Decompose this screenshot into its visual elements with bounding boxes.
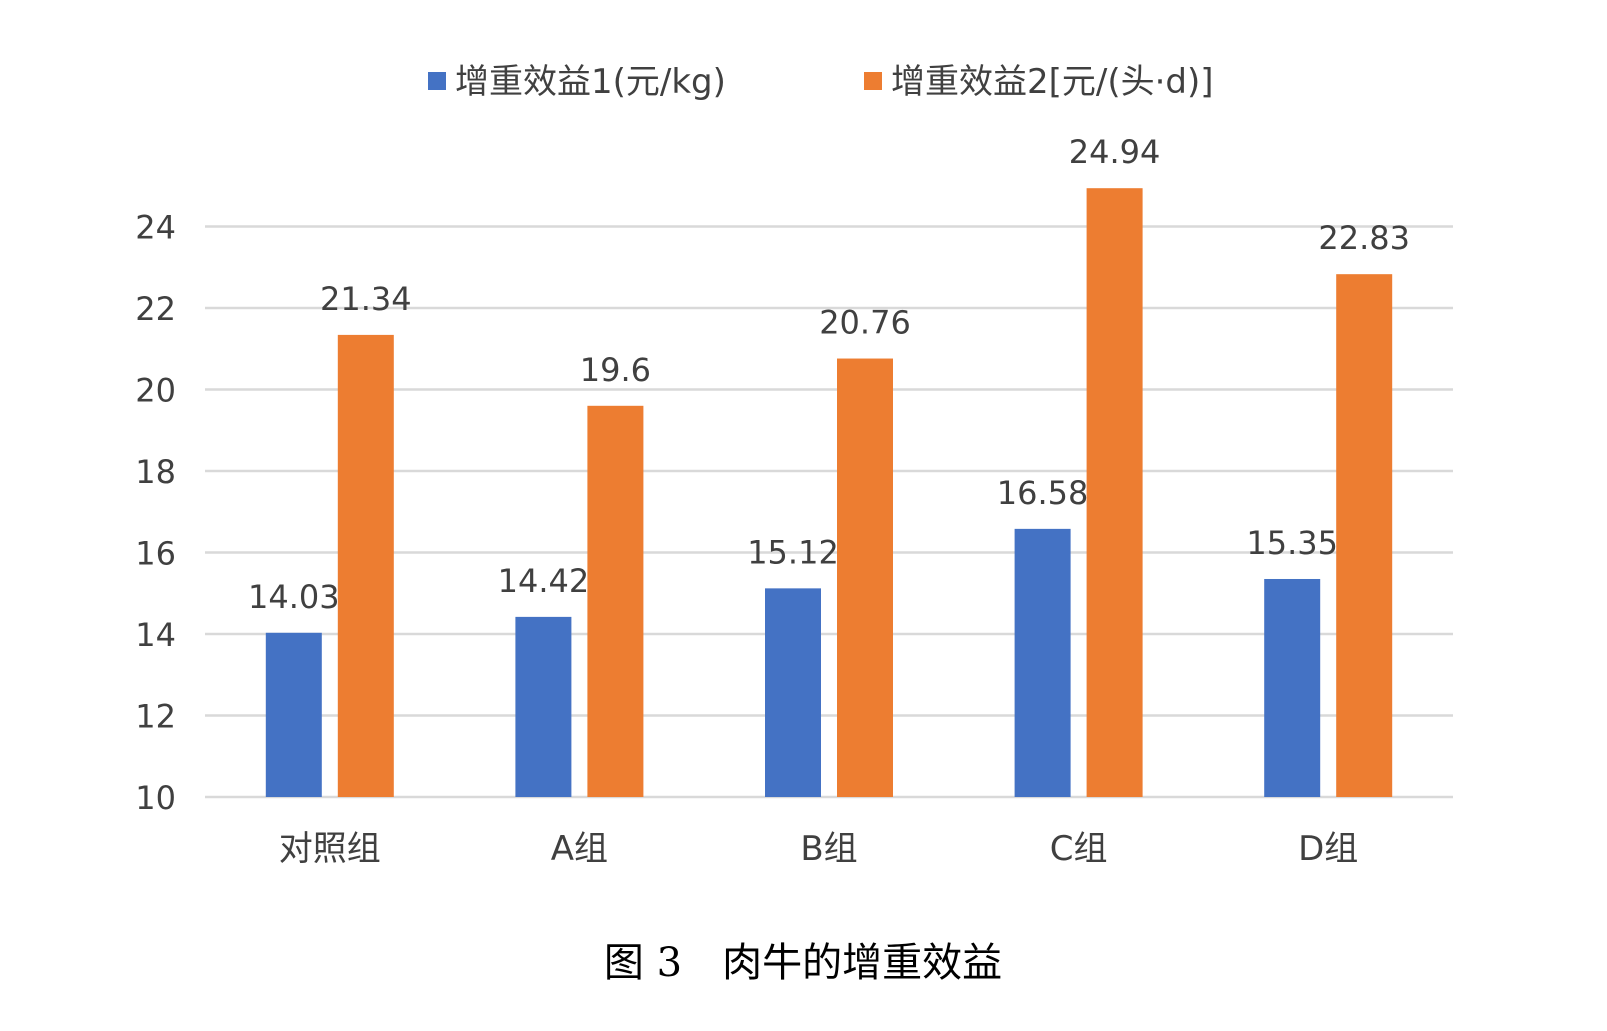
bar <box>587 405 644 797</box>
bar <box>1014 528 1071 797</box>
x-category-label: D组 <box>1298 829 1358 869</box>
chart-gridlines <box>205 225 1453 799</box>
y-tick-label: 16 <box>135 535 176 573</box>
legend-label: 增重效益2[元/(头·d)] <box>891 62 1214 102</box>
figure-caption: 图 3 肉牛的增重效益 <box>604 940 1002 986</box>
bar <box>515 616 572 797</box>
y-tick-label: 18 <box>135 453 176 491</box>
bar <box>1264 578 1321 797</box>
y-axis: 10 12 14 16 18 20 22 24 <box>135 209 176 818</box>
x-category-label: 对照组 <box>279 829 381 869</box>
bar <box>1336 274 1393 797</box>
x-category-label: C组 <box>1050 829 1108 869</box>
x-category-label: A组 <box>551 829 608 869</box>
legend-swatch <box>864 72 882 90</box>
data-label: 15.35 <box>1246 524 1338 562</box>
y-tick-label: 14 <box>135 616 176 654</box>
data-label: 16.58 <box>997 474 1089 512</box>
y-tick-label: 20 <box>135 372 176 410</box>
data-label: 14.42 <box>498 562 590 600</box>
x-category-label: B组 <box>800 829 857 869</box>
bar <box>265 632 322 797</box>
chart-legend: 增重效益1(元/kg) 增重效益2[元/(头·d)] <box>428 62 1214 102</box>
bar <box>337 334 394 797</box>
bar <box>765 588 821 797</box>
data-label: 22.83 <box>1318 219 1410 257</box>
data-label: 24.94 <box>1069 133 1161 171</box>
data-label: 15.12 <box>747 533 839 571</box>
legend-label: 增重效益1(元/kg) <box>455 62 726 102</box>
data-labels: 14.03 14.42 15.12 16.58 15.35 21.34 19.6 20.76 2… <box>248 133 1410 616</box>
legend-swatch <box>428 72 446 90</box>
data-label: 19.6 <box>580 351 651 389</box>
y-tick-label: 12 <box>135 698 176 736</box>
bar <box>837 358 893 797</box>
data-label: 21.34 <box>320 280 412 318</box>
y-tick-label: 22 <box>135 290 176 328</box>
data-label: 14.03 <box>248 578 340 616</box>
bar <box>1086 188 1143 797</box>
data-label: 20.76 <box>819 304 911 342</box>
y-tick-label: 10 <box>135 779 176 817</box>
chart-bars <box>265 188 1393 797</box>
x-axis: 对照组 A组 B组 C组 D组 <box>279 829 1358 869</box>
y-tick-label: 24 <box>135 209 176 247</box>
